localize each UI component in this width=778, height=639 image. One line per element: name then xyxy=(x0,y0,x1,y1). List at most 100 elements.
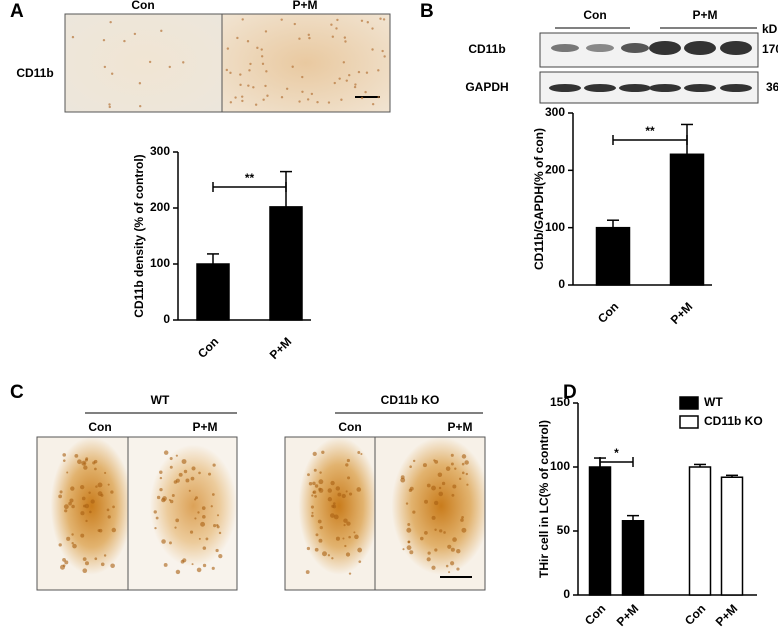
legend-swatch xyxy=(679,396,699,410)
cell xyxy=(441,481,446,486)
cell xyxy=(306,546,311,551)
cell xyxy=(241,99,244,103)
cell xyxy=(450,462,454,466)
cell xyxy=(345,552,351,557)
cell xyxy=(327,554,331,557)
cell xyxy=(111,527,117,533)
y-tick-label: 100 xyxy=(150,256,170,270)
cell xyxy=(80,533,85,538)
cell xyxy=(346,521,351,526)
bar xyxy=(669,153,705,286)
panel-label: B xyxy=(420,1,434,22)
cell xyxy=(424,499,429,504)
cell xyxy=(377,95,380,99)
cell xyxy=(312,481,316,486)
cell xyxy=(332,502,336,505)
y-tick-label: 300 xyxy=(545,105,565,119)
cell xyxy=(205,537,209,541)
y-tick-label: 300 xyxy=(150,144,170,158)
cell xyxy=(208,472,212,476)
cell xyxy=(236,36,239,40)
cell xyxy=(458,477,462,481)
cell xyxy=(195,496,198,500)
cell xyxy=(71,533,74,536)
x-tick-label: Con xyxy=(195,334,221,360)
cell xyxy=(321,450,325,454)
cell xyxy=(234,96,237,99)
cell xyxy=(348,535,351,539)
cell xyxy=(310,92,314,96)
cell xyxy=(298,100,301,103)
cell xyxy=(175,518,180,523)
cell xyxy=(331,35,335,38)
bar xyxy=(621,520,645,596)
cell xyxy=(343,36,347,39)
cell xyxy=(229,71,232,75)
cell xyxy=(354,83,357,86)
cell xyxy=(110,563,115,569)
y-tick-label: 150 xyxy=(550,395,570,409)
cell xyxy=(306,98,310,101)
cell xyxy=(240,95,244,98)
cell xyxy=(447,544,452,549)
cell xyxy=(109,20,112,24)
cell xyxy=(155,516,159,520)
cell xyxy=(160,29,163,33)
cell xyxy=(194,517,197,520)
cell xyxy=(422,463,427,468)
cell xyxy=(260,48,263,51)
cell xyxy=(58,543,62,547)
y-tick-label: 200 xyxy=(150,200,170,214)
cell xyxy=(266,94,269,97)
cell xyxy=(190,476,195,481)
cell xyxy=(239,83,242,87)
cell xyxy=(316,100,319,104)
cell xyxy=(82,504,86,508)
cell xyxy=(322,551,327,557)
group-label: P+M xyxy=(692,8,717,22)
micrograph xyxy=(64,13,223,113)
cell xyxy=(97,529,101,532)
cell xyxy=(311,511,314,514)
cell xyxy=(85,519,88,523)
micrograph xyxy=(374,436,486,591)
cell xyxy=(450,561,455,566)
cell xyxy=(333,81,336,85)
cell xyxy=(360,96,364,100)
cell xyxy=(365,71,369,74)
cell xyxy=(80,511,85,516)
cell xyxy=(202,515,206,519)
group-label: WT xyxy=(151,393,170,407)
cell xyxy=(344,40,347,43)
row-label: CD11b xyxy=(16,66,53,80)
size: 170 xyxy=(762,42,778,56)
cell xyxy=(215,548,219,553)
cell xyxy=(197,511,200,514)
cell xyxy=(381,49,384,53)
cell xyxy=(315,533,319,537)
legend-swatch xyxy=(679,415,699,429)
cell xyxy=(331,557,334,560)
cell xyxy=(200,521,206,527)
cell xyxy=(95,485,98,488)
cell xyxy=(343,518,348,523)
cell xyxy=(66,536,71,541)
cell xyxy=(107,515,111,519)
cell xyxy=(301,90,304,93)
cell xyxy=(189,530,194,534)
cell xyxy=(112,505,115,509)
panel-label: C xyxy=(10,382,24,403)
cell xyxy=(330,480,335,486)
cell xyxy=(280,96,284,99)
cell xyxy=(280,18,283,21)
cell xyxy=(407,522,411,526)
cell xyxy=(182,61,185,64)
cell xyxy=(202,546,207,550)
cell xyxy=(434,528,437,531)
cell xyxy=(261,62,265,66)
cell xyxy=(218,554,223,559)
cell xyxy=(330,513,335,518)
cell xyxy=(97,482,103,488)
cell xyxy=(70,486,75,491)
cell xyxy=(454,467,457,470)
